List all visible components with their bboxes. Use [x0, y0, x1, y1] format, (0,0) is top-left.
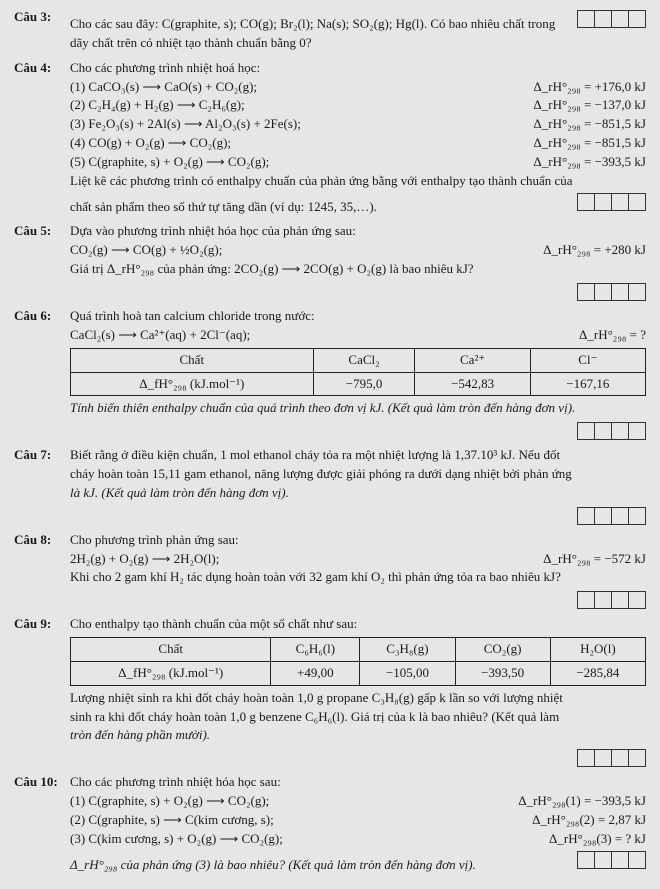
q10-e2l: (2) C(graphite, s) ⟶ C(kim cương, s);: [70, 811, 506, 830]
answer-boxes[interactable]: [578, 422, 646, 440]
q4-e2l: (2) C₂H₄(g) + H₂(g) ⟶ C₂H₆(g);: [70, 96, 506, 115]
table-cell: CaCl₂: [313, 348, 415, 372]
q4-e5r: Δ_rH°₂₉₈ = −393,5 kJ: [506, 153, 646, 172]
answer-boxes[interactable]: [578, 591, 646, 609]
q4-t1: Liệt kê các phương trình có enthalpy chu…: [70, 172, 646, 191]
table-cell: C₆H₆(l): [271, 638, 360, 662]
table-cell: −795,0: [313, 372, 415, 396]
q8-e1r: Δ_rH°₂₉₈ = −572 kJ: [506, 550, 646, 569]
q3-line2: dãy chất trên có nhiệt tạo thành chuẩn b…: [70, 34, 646, 53]
q5-l1: Dựa vào phương trình nhiệt hóa học của p…: [70, 222, 646, 241]
answer-boxes[interactable]: [578, 283, 646, 301]
q9-l1: Cho enthalpy tạo thành chuẩn của một số …: [70, 615, 646, 634]
q4-e3l: (3) Fe₂O₃(s) + 2Al(s) ⟶ Al₂O₃(s) + 2Fe(s…: [70, 115, 506, 134]
answer-boxes[interactable]: [578, 507, 646, 525]
q9-l3: sinh ra khi đốt cháy hoàn toàn 1,0 g ben…: [70, 709, 559, 724]
q6-body: Quá trình hoà tan calcium chloride trong…: [70, 307, 646, 440]
q10-l1: Cho các phương trình nhiệt hóa học sau:: [70, 773, 646, 792]
table-cell: Chất: [71, 348, 314, 372]
q10: Câu 10: Cho các phương trình nhiệt hóa h…: [14, 773, 646, 874]
q6: Câu 6: Quá trình hoà tan calcium chlorid…: [14, 307, 646, 440]
table-cell: −167,16: [530, 372, 645, 396]
q4-intro: Cho các phương trình nhiệt hoá học:: [70, 59, 646, 78]
q10-e2r: Δ_rH°₂₉₈(2) = 2,87 kJ: [506, 811, 646, 830]
table-cell: CO₂(g): [455, 638, 550, 662]
answer-boxes[interactable]: [578, 851, 646, 869]
q5-e1r: Δ_rH°₂₉₈ = +280 kJ: [506, 241, 646, 260]
q9-label: Câu 9:: [14, 615, 70, 767]
q10-body: Cho các phương trình nhiệt hóa học sau: …: [70, 773, 646, 874]
q10-e1r: Δ_rH°₂₉₈(1) = −393,5 kJ: [506, 792, 646, 811]
q4-body: Cho các phương trình nhiệt hoá học: (1) …: [70, 59, 646, 217]
q4-e1l: (1) CaCO₃(s) ⟶ CaO(s) + CO₂(g);: [70, 78, 506, 97]
q4-e4l: (4) CO(g) + O₂(g) ⟶ CO₂(g);: [70, 134, 506, 153]
q9-body: Cho enthalpy tạo thành chuẩn của một số …: [70, 615, 646, 767]
q3-line1: Cho các sau đây: C(graphite, s); CO(g); …: [70, 15, 578, 34]
table-cell: −105,00: [360, 661, 455, 685]
q9: Câu 9: Cho enthalpy tạo thành chuẩn của …: [14, 615, 646, 767]
q6-e1r: Δ_rH°₂₉₈ = ?: [506, 326, 646, 345]
table-cell: Ca²⁺: [415, 348, 530, 372]
q3-label: Câu 3:: [14, 8, 70, 53]
table-cell: −542,83: [415, 372, 530, 396]
answer-boxes[interactable]: [578, 749, 646, 767]
q7-label: Câu 7:: [14, 446, 70, 525]
q8-l3: Khi cho 2 gam khí H₂ tác dụng hoàn toàn …: [70, 568, 646, 587]
q6-l3: Tính biến thiên enthalpy chuẩn của quá t…: [70, 400, 575, 415]
table-cell: Δ_fH°₂₉₈ (kJ.mol⁻¹): [71, 372, 314, 396]
q5: Câu 5: Dựa vào phương trình nhiệt hóa họ…: [14, 222, 646, 301]
q7-l2: cháy hoàn toàn 15,11 gam ethanol, năng l…: [70, 465, 646, 484]
q4-e5l: (5) C(graphite, s) + O₂(g) ⟶ CO₂(g);: [70, 153, 506, 172]
answer-boxes[interactable]: [578, 10, 646, 28]
q8-label: Câu 8:: [14, 531, 70, 610]
table-cell: +49,00: [271, 661, 360, 685]
q7-l3: là kJ. (Kết quả làm tròn đến hàng đơn vị…: [70, 485, 289, 500]
answer-boxes[interactable]: [578, 193, 646, 211]
q4-e3r: Δ_rH°₂₉₈ = −851,5 kJ: [506, 115, 646, 134]
table-cell: Cl⁻: [530, 348, 645, 372]
q3: Câu 3: Cho các sau đây: C(graphite, s); …: [14, 8, 646, 53]
q4-e4r: Δ_rH°₂₉₈ = −851,5 kJ: [506, 134, 646, 153]
q5-body: Dựa vào phương trình nhiệt hóa học của p…: [70, 222, 646, 301]
q10-e1l: (1) C(graphite, s) + O₂(g) ⟶ CO₂(g);: [70, 792, 506, 811]
q8-e1l: 2H₂(g) + O₂(g) ⟶ 2H₂O(l);: [70, 550, 506, 569]
q6-label: Câu 6:: [14, 307, 70, 440]
q4-e2r: Δ_rH°₂₉₈ = −137,0 kJ: [506, 96, 646, 115]
table-cell: −285,84: [550, 661, 645, 685]
table-cell: Δ_fH°₂₉₈ (kJ.mol⁻¹): [71, 661, 271, 685]
q10-e3l: (3) C(kim cương, s) + O₂(g) ⟶ CO₂(g);: [70, 830, 506, 849]
q7-body: Biết rằng ở điều kiện chuẩn, 1 mol ethan…: [70, 446, 646, 525]
q3-body: Cho các sau đây: C(graphite, s); CO(g); …: [70, 8, 646, 53]
q9-l2: Lượng nhiệt sinh ra khi đốt cháy hoàn to…: [70, 689, 646, 708]
q4-label: Câu 4:: [14, 59, 70, 217]
q8-body: Cho phương trình phản ứng sau: 2H₂(g) + …: [70, 531, 646, 610]
q8-l1: Cho phương trình phản ứng sau:: [70, 531, 646, 550]
table-cell: H₂O(l): [550, 638, 645, 662]
q5-e1l: CO₂(g) ⟶ CO(g) + ½O₂(g);: [70, 241, 506, 260]
q9-table: Chất C₆H₆(l) C₃H₈(g) CO₂(g) H₂O(l) Δ_fH°…: [70, 637, 646, 686]
q10-label: Câu 10:: [14, 773, 70, 874]
q4-e1r: Δ_rH°₂₉₈ = +176,0 kJ: [506, 78, 646, 97]
table-cell: C₃H₈(g): [360, 638, 455, 662]
q6-table: Chất CaCl₂ Ca²⁺ Cl⁻ Δ_fH°₂₉₈ (kJ.mol⁻¹) …: [70, 348, 646, 397]
q10-l5: Δ_rH°₂₉₈ của phản ứng (3) là bao nhiêu? …: [70, 857, 476, 872]
q7: Câu 7: Biết rằng ở điều kiện chuẩn, 1 mo…: [14, 446, 646, 525]
q6-e1l: CaCl₂(s) ⟶ Ca²⁺(aq) + 2Cl⁻(aq);: [70, 326, 506, 345]
q4: Câu 4: Cho các phương trình nhiệt hoá họ…: [14, 59, 646, 217]
q7-l1: Biết rằng ở điều kiện chuẩn, 1 mol ethan…: [70, 446, 646, 465]
q5-label: Câu 5:: [14, 222, 70, 301]
table-cell: −393,50: [455, 661, 550, 685]
q4-t2: chất sản phẩm theo số thứ tự tăng dần (v…: [70, 198, 578, 217]
table-cell: Chất: [71, 638, 271, 662]
q5-l3: Giá trị Δ_rH°₂₉₈ của phản ứng: 2CO₂(g) ⟶…: [70, 260, 646, 279]
q10-e3r: Δ_rH°₂₉₈(3) = ? kJ: [506, 830, 646, 849]
q6-l1: Quá trình hoà tan calcium chloride trong…: [70, 307, 646, 326]
q8: Câu 8: Cho phương trình phản ứng sau: 2H…: [14, 531, 646, 610]
q9-l4: tròn đến hàng phần mười).: [70, 727, 210, 742]
